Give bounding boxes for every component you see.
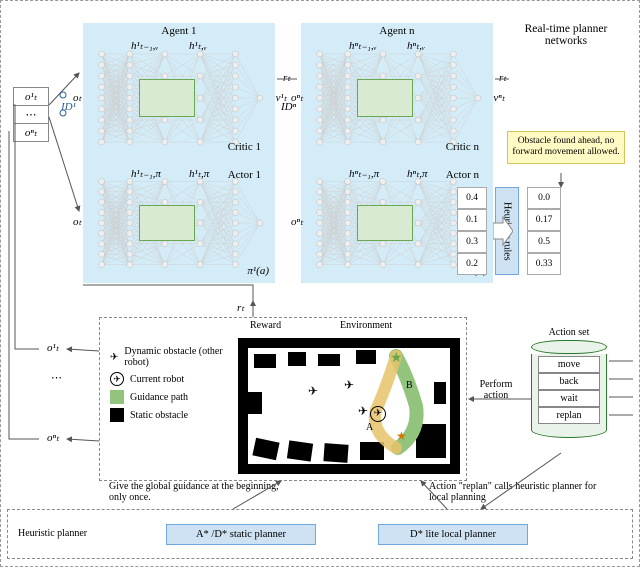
legend-dyn-text: Dynamic obstacle (other robot) bbox=[124, 346, 230, 368]
guidance-swatch bbox=[110, 390, 124, 404]
prob-right-2: 0.5 bbox=[527, 231, 561, 253]
heuristic-planner-box: Heuristic planner A* /D* static planner … bbox=[7, 509, 633, 559]
prob-right-1: 0.17 bbox=[527, 209, 561, 231]
dyn-robot-icon: ✈ bbox=[358, 404, 368, 419]
agentn-actor-o: oⁿₜ bbox=[291, 215, 303, 228]
obstacle-note: Obstacle found ahead, no forward movemen… bbox=[507, 131, 625, 164]
arrow-pi-to-heuristic bbox=[493, 213, 513, 249]
action-wait: wait bbox=[538, 390, 600, 407]
legend-guide-text: Guidance path bbox=[130, 392, 188, 403]
action-replan: replan bbox=[538, 407, 600, 424]
action-set-title: Action set bbox=[531, 327, 607, 338]
legend-cur-text: Current robot bbox=[130, 374, 184, 385]
action-set: Action set move back wait replan bbox=[531, 327, 607, 438]
agentn-hprev-v: hⁿₜ₋₁,ᵥ bbox=[349, 39, 377, 52]
agentn-id: IDⁿ bbox=[281, 101, 296, 113]
agent-1-panel: Agent 1 h¹ₜ₋₁,ᵥ h¹ₜ,ᵥ oₜ v¹ₜ Critic 1 h¹… bbox=[83, 23, 275, 283]
dyn-robot-icon: ✈ bbox=[308, 384, 318, 399]
agentn-critic-label: Critic n bbox=[446, 141, 479, 153]
obs-out-top: o¹ₜ bbox=[47, 341, 59, 354]
guidance-paths bbox=[248, 348, 450, 464]
legend-stat-text: Static obstacle bbox=[130, 410, 188, 421]
caption-replan: Action "replan" calls heuristic planner … bbox=[429, 481, 609, 503]
agent1-hcur-v: h¹ₜ,ᵥ bbox=[189, 39, 207, 52]
obs-stack-dots: ⋯ bbox=[13, 106, 49, 123]
cylinder-top-icon bbox=[531, 340, 607, 354]
agent1-critic-label: Critic 1 bbox=[228, 141, 261, 153]
local-planner: D* lite local planner bbox=[378, 524, 528, 545]
action-move: move bbox=[538, 356, 600, 373]
prob-left-0: 0.4 bbox=[457, 187, 487, 209]
env-label: Environment bbox=[340, 320, 392, 331]
current-robot-marker: ✈ bbox=[370, 406, 386, 422]
agent1-actor-rnn bbox=[139, 205, 195, 241]
legend-cur: ✈ Current robot bbox=[110, 372, 230, 386]
agentn-actor-rnn bbox=[357, 205, 413, 241]
agent-n-title: Agent n bbox=[301, 25, 493, 37]
reward-label: Reward bbox=[250, 320, 281, 331]
obs-stack-top: o¹ₜ bbox=[13, 87, 49, 106]
agentn-hprev-pi: hⁿₜ₋₁,π bbox=[349, 167, 379, 180]
dyn-robot-icon: ✈ bbox=[344, 378, 354, 393]
prob-right-3: 0.33 bbox=[527, 253, 561, 275]
obs-stack-bot: oⁿₜ bbox=[13, 123, 49, 142]
prob-left-2: 0.3 bbox=[457, 231, 487, 253]
static-swatch bbox=[110, 408, 124, 422]
agent1-hprev-pi: h¹ₜ₋₁,π bbox=[131, 167, 161, 180]
legend-guide: Guidance path bbox=[110, 390, 230, 404]
marker-B: B bbox=[406, 380, 413, 391]
caption-guidance: Give the global guidance at the beginnin… bbox=[109, 481, 279, 503]
agent1-id: ID¹ bbox=[61, 101, 76, 113]
agent-1-title: Agent 1 bbox=[83, 25, 275, 37]
agentn-critic-rnn bbox=[357, 79, 413, 117]
agentn-actor-label: Actor n bbox=[446, 169, 479, 181]
action-back: back bbox=[538, 373, 600, 390]
agent1-hcur-pi: h¹ₜ,π bbox=[189, 167, 209, 180]
title-realtime: Real-time planner networks bbox=[511, 23, 621, 47]
env-dashed-box: Reward Environment ✈ Dynamic obstacle (o… bbox=[99, 317, 467, 481]
prob-left-1: 0.1 bbox=[457, 209, 487, 231]
agent1-critic-rnn bbox=[139, 79, 195, 117]
prob-right-0: 0.0 bbox=[527, 187, 561, 209]
marker-A: A bbox=[366, 422, 373, 433]
agent1-pi: π¹(a) bbox=[247, 265, 269, 277]
cylinder-bottom-icon bbox=[531, 430, 607, 438]
heuristic-planner-label: Heuristic planner bbox=[18, 528, 87, 539]
agent1-actor-o: oₜ bbox=[73, 215, 82, 228]
agent1-actor-label: Actor 1 bbox=[228, 169, 261, 181]
env-map: ✈ ✈ ✈ ✈ A B ★ ★ bbox=[238, 338, 460, 474]
agentn-r: rₜ bbox=[499, 71, 507, 84]
prob-left-3: 0.2 bbox=[457, 253, 487, 275]
current-robot-icon: ✈ bbox=[110, 372, 124, 386]
agent1-r: rₜ bbox=[283, 71, 291, 84]
obs-out-dots: ⋯ bbox=[51, 371, 62, 384]
perform-action-label: Perform action bbox=[471, 379, 521, 401]
legend-dyn: ✈ Dynamic obstacle (other robot) bbox=[110, 346, 230, 368]
agent1-hprev-v: h¹ₜ₋₁,ᵥ bbox=[131, 39, 159, 52]
agentn-hcur-pi: hⁿₜ,π bbox=[407, 167, 427, 180]
goal-star-icon: ★ bbox=[390, 350, 403, 367]
plane-icon: ✈ bbox=[110, 352, 118, 363]
agentn-hcur-v: hⁿₜ,ᵥ bbox=[407, 39, 425, 52]
static-planner: A* /D* static planner bbox=[166, 524, 316, 545]
agentn-v: vⁿₜ bbox=[493, 91, 505, 104]
legend-stat: Static obstacle bbox=[110, 408, 230, 422]
start-star-icon: ★ bbox=[396, 429, 407, 444]
rt-label: rₜ bbox=[237, 301, 245, 314]
obs-out-bot: oⁿₜ bbox=[47, 431, 59, 444]
